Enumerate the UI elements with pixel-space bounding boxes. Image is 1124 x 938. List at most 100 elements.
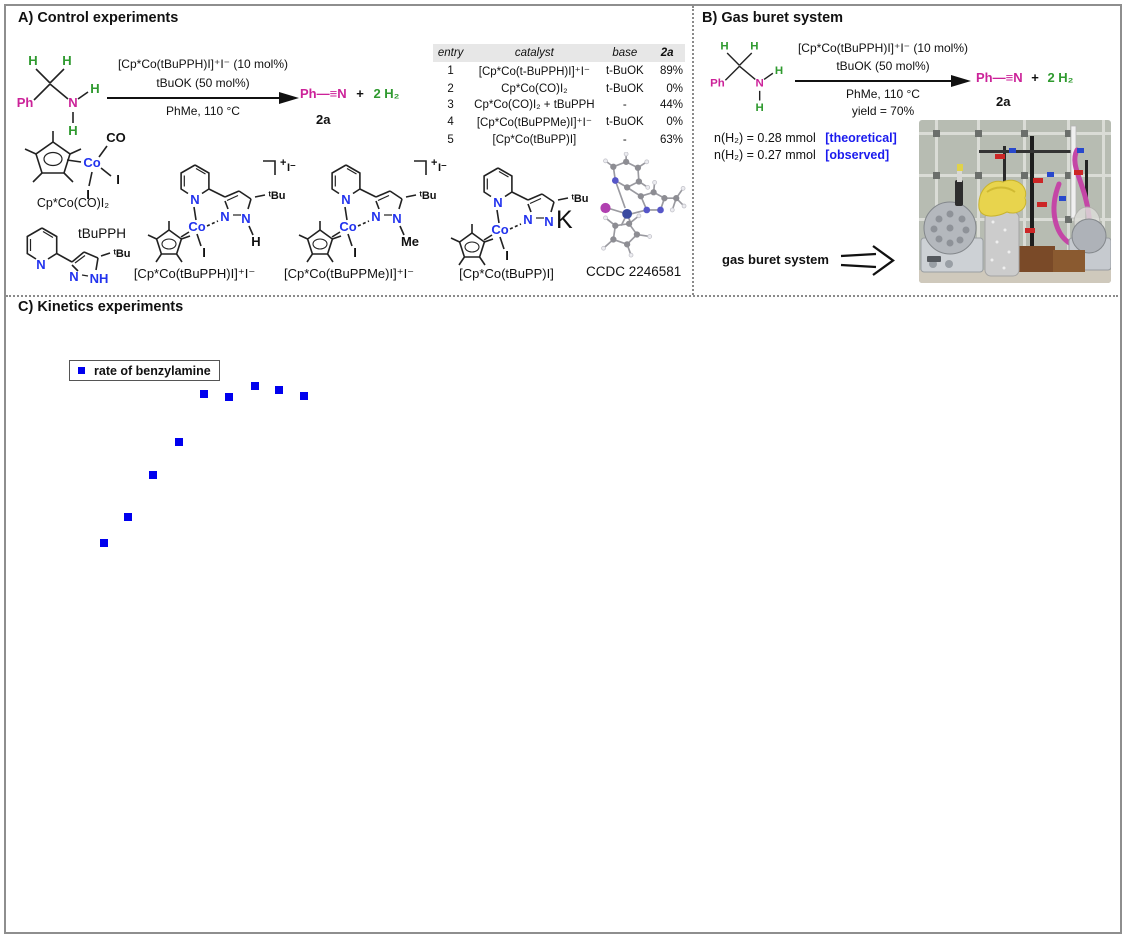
- ligand-label: tBuPPH: [78, 226, 127, 241]
- table-cell: 44%: [659, 98, 683, 111]
- table-cell: Cp*Co(CO)I₂: [501, 82, 568, 95]
- yield-line: yield = 70%: [851, 104, 915, 119]
- table-cell: [Cp*Co(tBuPPMe)I]⁺I⁻: [476, 117, 592, 130]
- complex3-structure: N Co N N ᵗBu I: [450, 167, 589, 266]
- h-atom-label: H: [68, 123, 77, 138]
- iodide-label: I: [116, 172, 120, 187]
- table-cell: 89%: [659, 65, 683, 78]
- n-atom-label: N: [68, 95, 77, 110]
- tbu-label: ᵗBu: [113, 248, 130, 260]
- table-cell: 5: [447, 133, 454, 146]
- iodide-label: I: [353, 245, 357, 260]
- cpco-label: Cp*Co(CO)I₂: [36, 196, 110, 210]
- col-catalyst: catalyst: [468, 44, 601, 62]
- plus-sign: +: [1031, 70, 1039, 85]
- panel-divider-vertical: [692, 6, 694, 295]
- gas-buret-label: gas buret system: [722, 252, 829, 267]
- h2-theoretical-value: n(H₂) = 0.28 mmol: [714, 131, 816, 145]
- h-atom-label: H: [756, 102, 764, 114]
- panel-divider-horizontal: [6, 295, 1118, 297]
- plus-charge: +: [431, 157, 437, 169]
- benzylamine-structure: H H Ph N H H: [17, 53, 100, 138]
- double-arrow-icon: [840, 245, 895, 276]
- pyridine-n-label: N: [341, 192, 350, 207]
- complex3-label: [Cp*Co(tBuPP)I]: [459, 266, 554, 281]
- outer-border: [4, 4, 1122, 934]
- ph-label: Ph: [17, 95, 34, 110]
- table-cell: [Cp*Co(tBuPP)I]: [492, 133, 577, 146]
- reaction-conditions-a: [Cp*Co(tBuPPH)I]⁺I⁻ (10 mol%) tBuOK (50 …: [104, 57, 302, 118]
- h-atom-label: H: [750, 40, 758, 52]
- iodide-label: I: [505, 248, 509, 263]
- tbu-label: ᵗBu: [268, 190, 285, 202]
- panel-a-title: A) Control experiments: [18, 10, 179, 26]
- legend-marker-square: [78, 367, 85, 374]
- col-yield: 2a: [649, 44, 685, 62]
- base-loading: tBuOK (50 mol%): [156, 75, 250, 90]
- pyrazole-n-label: N: [241, 211, 250, 226]
- pyridine-n-label: N: [493, 195, 502, 210]
- benzonitrile-label: Ph—≡N: [976, 70, 1023, 85]
- catalyst-loading: [Cp*Co(tBuPPH)I]⁺I⁻ (10 mol%): [117, 57, 289, 71]
- table-cell: -: [622, 133, 627, 146]
- pyrazole-n-label: N: [69, 269, 78, 284]
- legend-series-label: rate of benzylamine: [94, 363, 211, 378]
- k-annotation: K: [556, 206, 573, 234]
- h2-observed-line: n(H₂) = 0.27 mmol [observed]: [714, 148, 889, 162]
- reaction-arrow: [795, 74, 971, 87]
- h2-theoretical-line: n(H₂) = 0.28 mmol [theoretical]: [714, 131, 897, 145]
- complex2-structure: + I⁻ N Co N N Me ᵗBu I: [298, 157, 447, 263]
- n-methyl-substituent: Me: [401, 234, 419, 249]
- cpcoco-i2-structure: Co CO I I: [24, 130, 126, 202]
- table-row: 1 [Cp*Co(t-BuPPH)I]⁺I⁻ t-BuOK 89%: [433, 62, 685, 80]
- chart-legend: rate of benzylamine: [69, 360, 220, 381]
- tbu-label: ᵗBu: [419, 190, 436, 202]
- iodide-label: I: [86, 187, 90, 202]
- xray-iodine-atom: [600, 202, 611, 214]
- table-cell: 2: [447, 82, 454, 95]
- h2-label: 2 H₂: [1047, 70, 1074, 85]
- table-cell: [Cp*Co(t-BuPPH)I]⁺I⁻: [478, 66, 590, 79]
- co-atom-label: Co: [491, 222, 508, 237]
- h-atom-label: H: [90, 81, 99, 96]
- carbonyl-label: CO: [106, 130, 126, 145]
- table-cell: -: [622, 98, 627, 111]
- co-atom-label: Co: [83, 155, 100, 170]
- pyrazole-nh-label: NH: [90, 271, 109, 286]
- tbu-label: ᵗBu: [571, 193, 588, 205]
- ccdc-number: CCDC 2246581: [586, 264, 682, 279]
- table-cell: Cp*Co(CO)I₂ + tBuPPH: [474, 98, 595, 111]
- pyridine-n-label: N: [36, 257, 45, 272]
- table-cell: 0%: [666, 116, 683, 129]
- product-b: Ph—≡N + 2 H₂: [976, 70, 1073, 85]
- counter-iodide: I⁻: [287, 162, 296, 174]
- pyrazole-n-label: N: [392, 211, 401, 226]
- pyrazole-n-label: N: [220, 209, 229, 224]
- complex1-label: [Cp*Co(tBuPPH)I]⁺I⁻: [133, 266, 256, 281]
- gas-buret-photo: [919, 120, 1111, 283]
- h-atom-label: H: [28, 53, 37, 68]
- iodide-label: I: [202, 245, 206, 260]
- co-atom-label: Co: [339, 219, 356, 234]
- h2-observed-tag: [observed]: [825, 148, 890, 162]
- xray-n-atom: [611, 177, 619, 184]
- table-header: entry catalyst base 2a: [433, 44, 685, 62]
- xray-co-atom: [622, 208, 633, 219]
- pyridine-n-label: N: [190, 192, 199, 207]
- table-cell: 1: [447, 65, 454, 78]
- xray-crystal-structure: [600, 152, 687, 258]
- panel-c-title: C) Kinetics experiments: [18, 299, 184, 315]
- reaction-conditions-b: [Cp*Co(tBuPPH)I]⁺I⁻ (10 mol%) tBuOK (50 …: [788, 41, 978, 119]
- pyrazole-n-label: N: [523, 212, 532, 227]
- plus-sign: +: [356, 86, 364, 101]
- solvent-temp: PhMe, 110 °C: [166, 103, 240, 118]
- control-experiments-table: entry catalyst base 2a 1 [Cp*Co(t-BuPPH)I…: [433, 44, 685, 148]
- counter-iodide: I⁻: [438, 162, 447, 174]
- table-row: 4 [Cp*Co(tBuPPMe)I]⁺I⁻ t-BuOK 0%: [433, 113, 685, 131]
- table-cell: t-BuOK: [605, 65, 644, 78]
- col-base: base: [600, 44, 650, 62]
- h-atom-label: H: [62, 53, 71, 68]
- col-entry: entry: [433, 44, 469, 62]
- pyrazole-n-label: N: [371, 209, 380, 224]
